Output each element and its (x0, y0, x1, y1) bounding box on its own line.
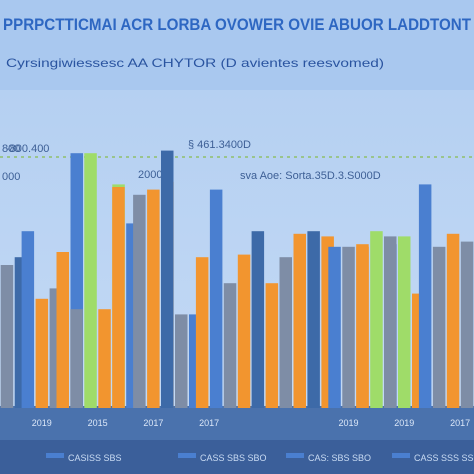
bar (307, 231, 320, 408)
bar (161, 150, 174, 408)
bar (175, 314, 188, 408)
chart-subtitle: Cyrsingiwiessesc AA CHYTOR (D avientes r… (6, 56, 384, 70)
bar (328, 246, 341, 408)
legend-label: CAS: SBS SBO (308, 453, 371, 463)
bar (384, 236, 397, 408)
bar (398, 236, 411, 408)
bar (370, 231, 383, 408)
legend-swatch (46, 453, 64, 458)
bar (112, 187, 125, 408)
header-band (0, 0, 474, 90)
bar (460, 241, 474, 408)
legend-label: CASISS SBS (68, 453, 122, 463)
bar (418, 184, 432, 408)
chart-title: PPRPCTTICMAI ACR LORBA OVOWER OVIE ABUOR… (3, 15, 472, 34)
annotation-left-1: 800 (2, 143, 20, 155)
legend-swatch (392, 453, 410, 458)
x-tick-label: 2017 (143, 418, 163, 428)
bar (446, 233, 460, 408)
x-tick-label: 2017 (450, 418, 470, 428)
bar (84, 153, 97, 408)
bar (147, 189, 160, 408)
legend-label: CASS SBS SBO (200, 453, 267, 463)
legend-label: CASS SSS SSO (414, 453, 474, 463)
bar (279, 257, 292, 408)
bar (21, 231, 35, 408)
annotation-left-3: 000 (2, 171, 20, 183)
bar (342, 246, 355, 408)
bar (35, 298, 49, 408)
bar (133, 194, 146, 408)
x-tick-label: 2019 (32, 418, 52, 428)
bar-series (0, 150, 474, 408)
bar (56, 252, 69, 408)
legend: CASISS SBS CASS SBS SBO CAS: SBS SBO CAS… (46, 453, 474, 463)
x-tick-label: 2019 (394, 418, 414, 428)
annotation-top: § 461.3400D (188, 139, 251, 151)
annotation-right: sva Aoe: Sorta.35D.3.S000D (240, 170, 381, 182)
bar (0, 265, 14, 408)
bar (356, 244, 369, 408)
bar (432, 246, 446, 408)
bar (70, 309, 83, 408)
annotation-left-2: -800.400 (6, 143, 49, 155)
bar (98, 309, 111, 408)
bar (223, 283, 237, 408)
bar (293, 233, 306, 408)
bar (195, 257, 209, 408)
bar (265, 283, 279, 408)
annotation-mid: 2000 (138, 169, 162, 181)
bar (209, 189, 223, 408)
legend-swatch (178, 453, 196, 458)
legend-swatch (286, 453, 304, 458)
bar (251, 231, 265, 408)
bar (237, 254, 251, 408)
x-tick-label: 2017 (199, 418, 219, 428)
x-tick-label: 2015 (88, 418, 108, 428)
x-axis-ticks: 2019 2015 2017 2017 2019 2019 2017 (32, 418, 470, 428)
x-tick-label: 2019 (338, 418, 358, 428)
